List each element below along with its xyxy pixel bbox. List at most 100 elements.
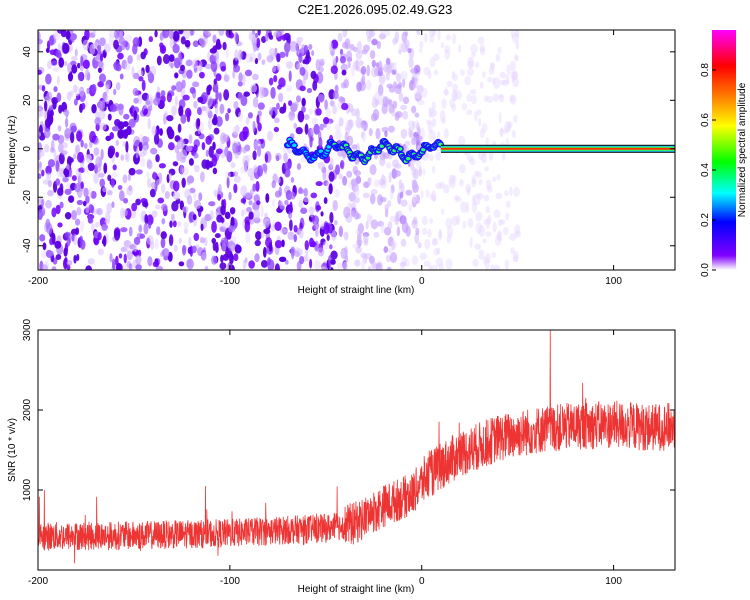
spectrogram-blob (409, 129, 414, 138)
spectrogram-blob (411, 255, 419, 266)
spectrogram-blob (267, 259, 275, 270)
signal-point-inner (292, 143, 297, 148)
spectrogram-blob (386, 266, 392, 270)
spectrogram-blob (284, 41, 291, 54)
spectrogram-blob (422, 168, 426, 176)
spectrogram-blob (308, 108, 313, 115)
spectrogram-blob (99, 122, 107, 131)
spectrogram-blob (216, 214, 224, 223)
spectrogram-blob (103, 162, 108, 174)
spectrogram-blob (63, 168, 69, 176)
spectrogram-blob (388, 105, 393, 115)
spectrogram-blob (445, 217, 453, 229)
spectrogram-blob (215, 90, 219, 101)
spectrogram-blob (335, 164, 341, 175)
spectrogram-blob (215, 103, 219, 115)
spectrogram-blob (277, 92, 284, 103)
spectrogram-blob (152, 261, 160, 268)
spectrogram-blob (415, 72, 421, 78)
spectrogram-blob (95, 156, 102, 168)
spectrogram-blob (77, 72, 84, 82)
spectrogram-blob (242, 126, 249, 136)
spectrogram-blob (303, 196, 311, 203)
spectrogram-blob (281, 239, 285, 248)
spectrogram-blob (174, 95, 179, 107)
spectrogram-blob (231, 236, 237, 243)
spectrogram-blob (505, 200, 511, 208)
spectrogram-blob (238, 49, 243, 61)
spectrogram-blob (301, 97, 306, 107)
colorbar-label: Normalized spectral amplitude (737, 82, 748, 217)
spectrogram-blob (400, 238, 407, 247)
spectrogram-blob (284, 168, 291, 178)
spectrogram-blob (172, 43, 180, 54)
spectrogram-blob (356, 41, 362, 53)
spectrogram-blob (160, 237, 166, 249)
spectrogram-blob (446, 234, 452, 244)
spectrogram-blob (279, 51, 286, 58)
spectrogram-blob (315, 59, 321, 71)
spectrogram-blob (220, 204, 226, 216)
spectrogram-blob (401, 31, 408, 43)
spectrogram-blob (172, 30, 180, 42)
spectrogram-blob (318, 137, 323, 149)
spectrogram-blob (398, 43, 404, 54)
spectrogram-blob (66, 91, 72, 101)
spectrogram-blob (80, 181, 84, 190)
spectrogram-blob (213, 127, 220, 135)
spectrogram-blob (343, 79, 349, 89)
spectrogram-blob (499, 71, 507, 79)
spectrogram-blob (388, 171, 392, 183)
spectrogram-blob (308, 43, 313, 50)
spectrogram-blob (315, 108, 322, 116)
spectrogram-blob (320, 211, 324, 217)
spectrogram-blob (478, 249, 485, 255)
spectrogram-blob (414, 90, 422, 99)
spectrogram-blob (63, 109, 70, 117)
spectrogram-blob (416, 122, 420, 132)
spectrogram-blob (245, 232, 251, 244)
spectrogram-blob (431, 101, 436, 111)
spectrogram-blob (297, 110, 305, 123)
spectrogram-blob (228, 191, 232, 201)
spectrogram-blob (159, 44, 167, 54)
spectrogram-blob (493, 264, 501, 270)
spectrogram-blob (64, 212, 72, 220)
spectrogram-blob (105, 95, 110, 105)
spectrogram-blob (209, 210, 214, 221)
spectrogram-blob (160, 183, 166, 194)
spectrogram-blob (469, 236, 473, 249)
spectrogram-blob (200, 121, 204, 133)
spectrogram-blob (213, 189, 218, 197)
spectrogram-blob (57, 125, 62, 132)
spectrogram-blob (477, 117, 482, 127)
spectrogram-blob (154, 30, 158, 38)
spectrogram-blob (226, 263, 230, 270)
spectrogram-blob (85, 68, 90, 81)
spectrogram-blob (138, 224, 143, 233)
spectrogram-blob (38, 104, 43, 111)
spectrogram-blob (400, 104, 408, 111)
spectrogram-blob (298, 52, 303, 64)
spectrogram-blob (120, 227, 128, 233)
spectrogram-blob (341, 151, 347, 158)
spectrogram-blob (234, 49, 239, 61)
spectrogram-blob (71, 233, 75, 242)
spectrogram-blob (273, 75, 278, 83)
spectrogram-blob (467, 155, 474, 162)
spectrogram-blob (54, 240, 62, 249)
spectrogram-blob (211, 221, 217, 233)
spectrogram-blob (183, 227, 188, 235)
spectrogram-blob (146, 214, 154, 226)
spectrogram-blob (107, 145, 116, 157)
colorbar-tick-label: 0.2 (700, 213, 711, 227)
spectrogram-blob (466, 93, 473, 102)
spectrogram-blob (395, 163, 402, 169)
spectrogram-blob (429, 193, 436, 201)
spectrogram-blob (123, 241, 129, 253)
spectrogram-blob (416, 30, 421, 36)
spectrogram-blob (317, 247, 325, 257)
spectrogram-blob (405, 189, 413, 196)
spectrogram-blob (465, 183, 471, 193)
spectrogram-blob (191, 245, 197, 254)
